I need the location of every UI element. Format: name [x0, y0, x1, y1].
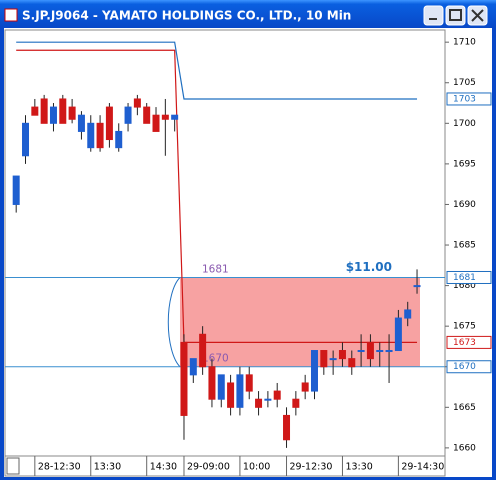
candle-body [320, 350, 328, 368]
candle-body [217, 374, 225, 400]
window-title: S.JP.J9064 - YAMATO HOLDINGS CO., LTD., … [22, 9, 351, 23]
candle-body [292, 398, 300, 408]
x-tick-label: 29-09:00 [187, 462, 230, 473]
candle-body [68, 106, 76, 120]
price-marker-label: 1670 [453, 362, 476, 372]
candle-body [77, 114, 85, 132]
candle-body [12, 175, 20, 205]
candle-body [31, 106, 39, 116]
candle-body [115, 130, 123, 149]
candle-body [310, 350, 318, 392]
candle-body [124, 106, 132, 124]
candle-body [366, 341, 374, 360]
window-buttons[interactable] [423, 5, 488, 26]
candle-body [189, 358, 197, 376]
maximize-icon [449, 9, 462, 21]
candle-body [59, 98, 67, 124]
candle-body [255, 398, 263, 408]
y-tick-label: 1685 [453, 241, 476, 251]
candle-body [301, 382, 309, 392]
minimize-button[interactable] [423, 5, 444, 26]
candle-body [152, 114, 160, 132]
candle-body [96, 122, 104, 149]
price-marker [446, 92, 492, 106]
candle-body [264, 398, 272, 401]
candle-body [171, 114, 179, 120]
price-marker-label: 1703 [453, 94, 476, 104]
candle-body [236, 374, 244, 408]
candle-body [22, 122, 30, 157]
candle-body [283, 414, 291, 441]
x-tick-label: 29-12:30 [290, 462, 333, 473]
window-icon [4, 8, 18, 22]
x-tick-label: 29-14:30 [401, 462, 444, 473]
zone-bracket [167, 277, 181, 368]
candle-body [329, 358, 337, 361]
candle-body [87, 122, 95, 149]
candle-body [245, 374, 253, 392]
minimize-icon [429, 18, 437, 20]
candle-body [40, 98, 48, 124]
y-tick-label: 1705 [453, 78, 476, 88]
candle-body [376, 350, 384, 353]
scroll-handle[interactable] [6, 457, 20, 475]
candle-body [199, 333, 207, 368]
candle-body [180, 341, 188, 416]
price-marker [446, 335, 492, 349]
y-tick-label: 1675 [453, 322, 476, 332]
y-tick-label: 1690 [453, 200, 476, 210]
y-tick-label: 1710 [453, 38, 476, 48]
price-marker-label: 1673 [453, 338, 476, 348]
horizontal-line-label: 1681 [202, 263, 229, 275]
x-tick-label: 13:30 [94, 462, 121, 473]
y-tick-label: 1665 [453, 403, 476, 413]
indicator-line [16, 41, 418, 100]
candle-body [273, 390, 281, 400]
candle-body [105, 106, 113, 141]
y-tick-label: 1700 [453, 119, 476, 129]
candle-body [133, 98, 141, 108]
candle-body [348, 358, 356, 368]
plot-area [4, 29, 446, 457]
x-axis-area [4, 455, 446, 477]
candle-body [357, 350, 365, 353]
y-tick-label: 1660 [453, 443, 476, 453]
x-tick-label: 14:30 [150, 462, 177, 473]
candle-body [49, 106, 57, 124]
candle-body [404, 309, 412, 319]
price-marker [446, 270, 492, 284]
x-tick-label: 13:30 [345, 462, 372, 473]
price-marker-label: 1681 [453, 273, 476, 283]
indicator-line [16, 49, 418, 343]
x-tick-label: 10:00 [243, 462, 270, 473]
maximize-button[interactable] [445, 5, 466, 26]
candle-body [161, 114, 169, 120]
y-tick-label: 1695 [453, 159, 476, 169]
annotation: $11.00 [346, 260, 392, 274]
close-icon [471, 9, 484, 22]
price-marker [446, 360, 492, 374]
y-tick-label: 1680 [453, 281, 476, 291]
candle-body [394, 317, 402, 352]
candle-body [385, 350, 393, 353]
plot-layer: 1660 1665 1670 1675 1680 1685 1690 1695 1700 1705… [5, 38, 492, 476]
candle-body [413, 285, 421, 288]
candle-body [338, 350, 346, 360]
candle-body [208, 366, 216, 400]
candle-body [227, 382, 235, 408]
horizontal-line-label: 1670 [202, 353, 229, 365]
candle-body [143, 106, 151, 124]
title-bar [0, 0, 496, 28]
x-tick-label: 28-12:30 [38, 462, 81, 473]
